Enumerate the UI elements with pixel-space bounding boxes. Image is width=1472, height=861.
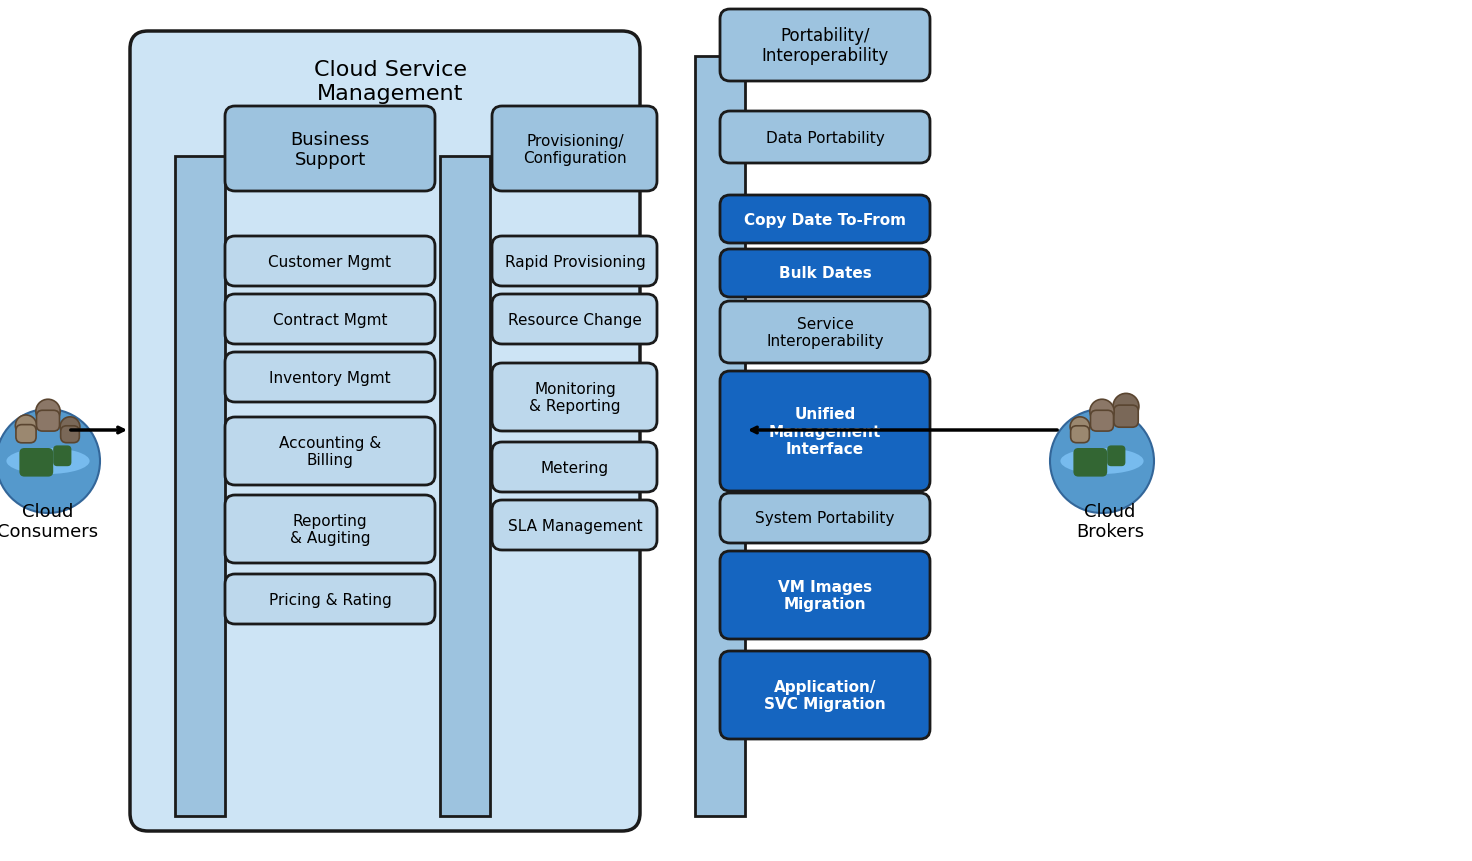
Text: Data Portability: Data Portability bbox=[765, 130, 885, 146]
FancyBboxPatch shape bbox=[225, 353, 436, 403]
Text: Pricing & Rating: Pricing & Rating bbox=[268, 592, 392, 607]
FancyBboxPatch shape bbox=[1107, 446, 1126, 467]
FancyBboxPatch shape bbox=[225, 495, 436, 563]
Text: Cloud
Consumers: Cloud Consumers bbox=[0, 502, 99, 541]
Text: Application/
SVC Migration: Application/ SVC Migration bbox=[764, 679, 886, 711]
FancyBboxPatch shape bbox=[720, 195, 930, 244]
Text: Business
Support: Business Support bbox=[290, 131, 369, 170]
FancyBboxPatch shape bbox=[1091, 411, 1113, 431]
Circle shape bbox=[60, 418, 79, 437]
Text: Accounting &
Billing: Accounting & Billing bbox=[278, 436, 381, 468]
FancyBboxPatch shape bbox=[492, 443, 657, 492]
FancyBboxPatch shape bbox=[492, 107, 657, 192]
FancyBboxPatch shape bbox=[492, 500, 657, 550]
FancyBboxPatch shape bbox=[720, 10, 930, 82]
FancyBboxPatch shape bbox=[60, 426, 79, 443]
Bar bbox=[695, 57, 745, 816]
Text: Cloud
Brokers: Cloud Brokers bbox=[1076, 502, 1144, 541]
FancyBboxPatch shape bbox=[1070, 426, 1089, 443]
Text: Bulk Dates: Bulk Dates bbox=[779, 266, 871, 282]
Text: System Portability: System Portability bbox=[755, 511, 895, 526]
Text: Inventory Mgmt: Inventory Mgmt bbox=[269, 370, 390, 385]
Text: Metering: Metering bbox=[540, 460, 609, 475]
FancyBboxPatch shape bbox=[720, 372, 930, 492]
Text: SLA Management: SLA Management bbox=[508, 518, 642, 533]
Text: Customer Mgmt: Customer Mgmt bbox=[268, 254, 392, 269]
Circle shape bbox=[1113, 394, 1139, 419]
Text: Reporting
& Augiting: Reporting & Augiting bbox=[290, 513, 371, 546]
FancyBboxPatch shape bbox=[16, 425, 37, 443]
Ellipse shape bbox=[1060, 449, 1144, 474]
Bar bbox=[175, 157, 225, 816]
FancyBboxPatch shape bbox=[225, 294, 436, 344]
Circle shape bbox=[1070, 418, 1089, 437]
Text: Service
Interoperability: Service Interoperability bbox=[767, 317, 883, 349]
Text: Contract Mgmt: Contract Mgmt bbox=[272, 313, 387, 327]
FancyBboxPatch shape bbox=[720, 301, 930, 363]
FancyBboxPatch shape bbox=[492, 237, 657, 287]
FancyBboxPatch shape bbox=[1073, 449, 1107, 477]
Text: VM Images
Migration: VM Images Migration bbox=[777, 579, 871, 611]
FancyBboxPatch shape bbox=[53, 446, 72, 467]
FancyBboxPatch shape bbox=[1114, 406, 1138, 428]
Text: Monitoring
& Reporting: Monitoring & Reporting bbox=[530, 381, 621, 414]
Text: Rapid Provisioning: Rapid Provisioning bbox=[505, 254, 645, 269]
FancyBboxPatch shape bbox=[225, 574, 436, 624]
Ellipse shape bbox=[6, 449, 90, 474]
Text: Resource Change: Resource Change bbox=[508, 313, 642, 327]
FancyBboxPatch shape bbox=[720, 112, 930, 164]
FancyBboxPatch shape bbox=[492, 363, 657, 431]
FancyBboxPatch shape bbox=[19, 449, 53, 477]
Circle shape bbox=[1050, 410, 1154, 513]
Text: Provisioning/
Configuration: Provisioning/ Configuration bbox=[523, 133, 627, 166]
Circle shape bbox=[15, 416, 37, 437]
Text: Unified
Management
Interface: Unified Management Interface bbox=[768, 406, 882, 456]
FancyBboxPatch shape bbox=[720, 551, 930, 639]
FancyBboxPatch shape bbox=[225, 418, 436, 486]
Text: Copy Date To-From: Copy Date To-From bbox=[743, 213, 905, 227]
Circle shape bbox=[35, 400, 60, 424]
FancyBboxPatch shape bbox=[225, 107, 436, 192]
FancyBboxPatch shape bbox=[492, 294, 657, 344]
Text: Portability/
Interoperability: Portability/ Interoperability bbox=[761, 27, 889, 65]
FancyBboxPatch shape bbox=[720, 651, 930, 739]
FancyBboxPatch shape bbox=[720, 493, 930, 543]
Circle shape bbox=[0, 410, 100, 513]
Text: Cloud Service
Management: Cloud Service Management bbox=[314, 60, 467, 103]
FancyBboxPatch shape bbox=[720, 250, 930, 298]
FancyBboxPatch shape bbox=[225, 237, 436, 287]
Bar bbox=[440, 157, 490, 816]
Circle shape bbox=[1089, 400, 1114, 424]
FancyBboxPatch shape bbox=[130, 32, 640, 831]
FancyBboxPatch shape bbox=[37, 411, 59, 431]
